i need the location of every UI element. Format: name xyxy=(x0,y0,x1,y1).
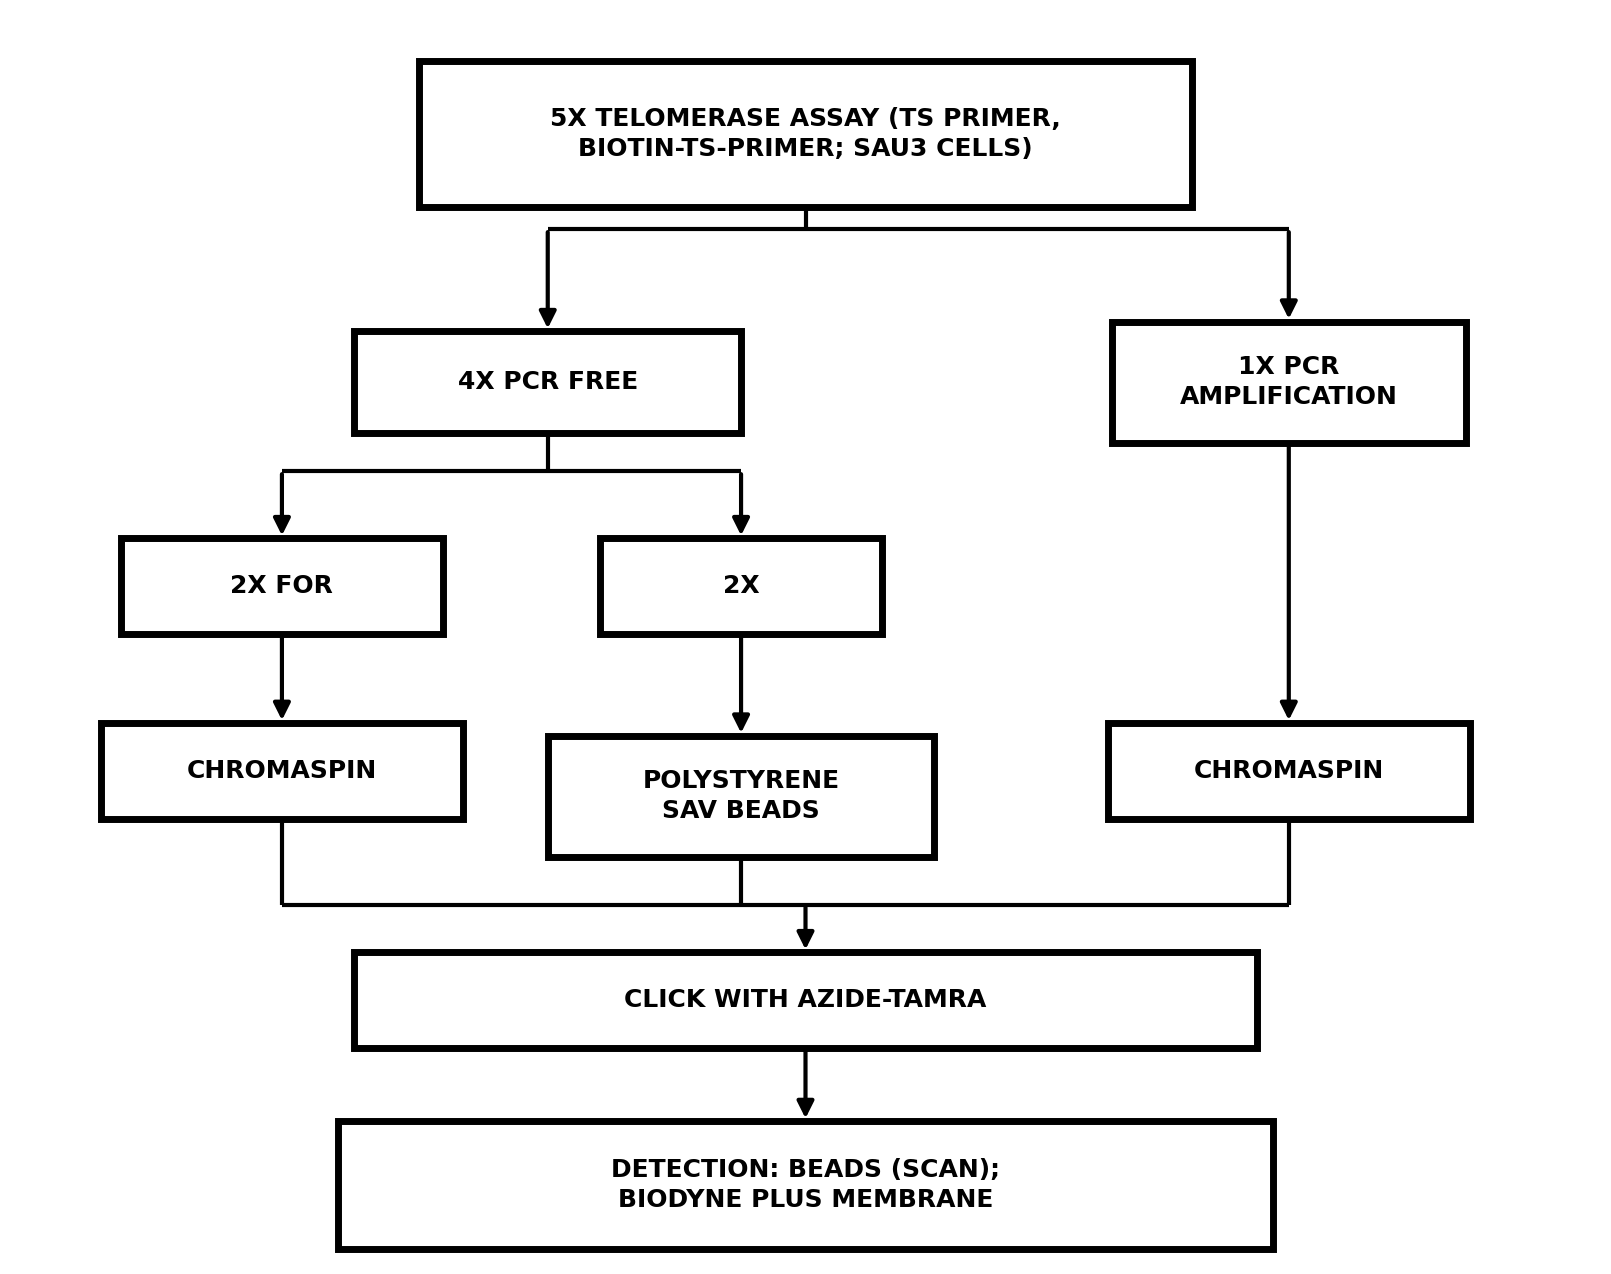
FancyBboxPatch shape xyxy=(338,1121,1273,1249)
Text: CHROMASPIN: CHROMASPIN xyxy=(1194,759,1384,782)
Text: POLYSTYRENE
SAV BEADS: POLYSTYRENE SAV BEADS xyxy=(643,769,839,823)
FancyBboxPatch shape xyxy=(419,60,1192,206)
FancyBboxPatch shape xyxy=(1112,322,1466,443)
Text: 1X PCR
AMPLIFICATION: 1X PCR AMPLIFICATION xyxy=(1179,355,1398,409)
FancyBboxPatch shape xyxy=(121,538,443,633)
FancyBboxPatch shape xyxy=(354,953,1257,1047)
Text: 2X FOR: 2X FOR xyxy=(230,575,333,598)
Text: 5X TELOMERASE ASSAY (TS PRIMER,
BIOTIN-TS-PRIMER; SAU3 CELLS): 5X TELOMERASE ASSAY (TS PRIMER, BIOTIN-T… xyxy=(549,107,1062,161)
Text: CLICK WITH AZIDE-TAMRA: CLICK WITH AZIDE-TAMRA xyxy=(625,989,986,1012)
Text: CHROMASPIN: CHROMASPIN xyxy=(187,759,377,782)
Text: 2X: 2X xyxy=(723,575,759,598)
FancyBboxPatch shape xyxy=(1108,722,1469,818)
FancyBboxPatch shape xyxy=(354,331,741,433)
FancyBboxPatch shape xyxy=(100,722,464,818)
Text: DETECTION: BEADS (SCAN);
BIODYNE PLUS MEMBRANE: DETECTION: BEADS (SCAN); BIODYNE PLUS ME… xyxy=(611,1158,1000,1212)
FancyBboxPatch shape xyxy=(548,736,934,856)
Text: 4X PCR FREE: 4X PCR FREE xyxy=(458,371,638,394)
FancyBboxPatch shape xyxy=(601,538,883,633)
